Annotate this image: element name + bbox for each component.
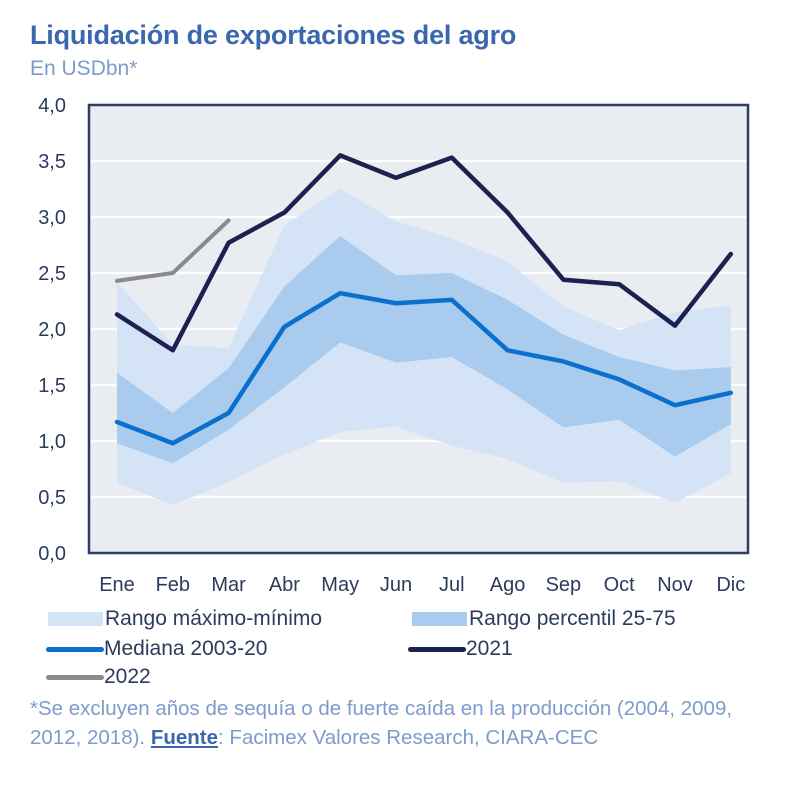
band-p25-75 xyxy=(117,236,731,464)
series-2022 xyxy=(115,218,231,283)
plot-frame xyxy=(87,103,750,555)
x-tick-label: Ago xyxy=(490,574,526,596)
bands xyxy=(117,189,731,505)
y-tick-label: 1,0 xyxy=(38,431,66,453)
x-tick-label: Sep xyxy=(546,574,582,596)
x-tick-label: Jul xyxy=(439,574,465,596)
x-tick-label: Ene xyxy=(99,574,135,596)
chart-title: Liquidación de exportaciones del agro xyxy=(30,20,517,50)
y-tick-label: 2,0 xyxy=(38,319,66,341)
y-tick-label: 0,0 xyxy=(38,543,66,565)
y-tick-label: 2,5 xyxy=(38,263,66,285)
y-axis: 0,0 0,5 1,0 1,5 2,0 2,5 3,0 3,5 4,0 xyxy=(38,95,66,565)
x-tick-label: Feb xyxy=(156,574,190,596)
x-tick-label: Dic xyxy=(716,574,745,596)
x-tick-label: Jun xyxy=(380,574,412,596)
x-tick-label: Nov xyxy=(657,574,693,596)
y-tick-label: 1,5 xyxy=(38,375,66,397)
footnote-text: *Se excluyen años de sequía o de fuerte … xyxy=(30,697,733,749)
series-median xyxy=(114,290,734,446)
y-tick-label: 0,5 xyxy=(38,487,66,509)
footnote-source-text: : Facimex Valores Research, CIARA-CEC xyxy=(218,726,599,749)
series-lines xyxy=(114,153,734,446)
footnote-source-label: Fuente xyxy=(150,726,219,749)
y-tick-label: 3,5 xyxy=(38,151,66,173)
y-tick-label: 3,0 xyxy=(38,207,66,229)
series-2021 xyxy=(114,153,734,353)
chart-subtitle: En USDbn* xyxy=(30,57,138,80)
x-tick-label: Oct xyxy=(604,574,636,596)
y-tick-label: 4,0 xyxy=(38,95,66,117)
x-tick-label: Abr xyxy=(269,574,300,596)
x-tick-label: Mar xyxy=(211,574,246,596)
footnote: *Se excluyen años de sequía o de fuerte … xyxy=(30,694,770,752)
x-axis: Ene Feb Mar Abr May Jun Jul Ago Sep Oct Nov Dic xyxy=(99,574,745,596)
x-tick-label: May xyxy=(321,574,359,596)
